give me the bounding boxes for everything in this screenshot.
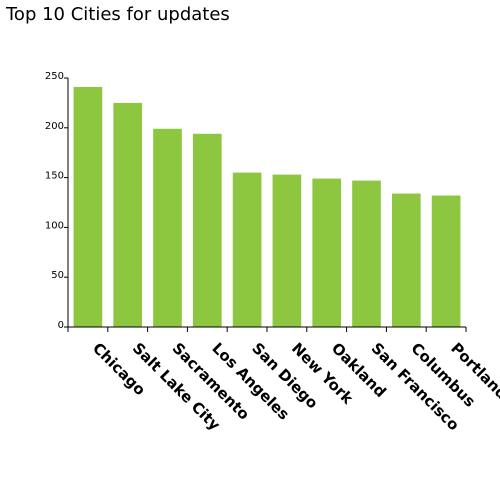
y-tick-label: 250 xyxy=(45,71,64,82)
y-tick-label: 0 xyxy=(58,320,64,331)
bars xyxy=(73,86,461,328)
y-tick-label: 150 xyxy=(45,171,64,182)
bar xyxy=(73,86,103,328)
bar xyxy=(312,178,342,327)
bar xyxy=(272,174,302,327)
bar xyxy=(153,128,182,327)
y-tick-label: 100 xyxy=(45,220,64,231)
bar xyxy=(192,133,222,327)
bar xyxy=(352,180,381,327)
y-axis: 0 50 100 150 200 250 xyxy=(45,71,69,331)
bar xyxy=(113,102,143,328)
y-tick-label: 200 xyxy=(45,121,64,132)
bar xyxy=(431,195,461,327)
y-tick-label: 50 xyxy=(51,270,64,281)
bar xyxy=(391,193,421,327)
chart-title: Top 10 Cities for updates xyxy=(6,4,230,25)
bar xyxy=(232,172,262,327)
